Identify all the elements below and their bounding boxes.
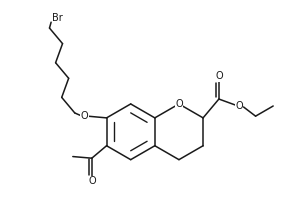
Text: Br: Br — [52, 13, 63, 23]
Text: O: O — [175, 99, 183, 109]
Text: O: O — [235, 101, 243, 111]
Text: O: O — [88, 176, 96, 186]
Text: O: O — [81, 110, 88, 121]
Text: O: O — [215, 71, 223, 81]
